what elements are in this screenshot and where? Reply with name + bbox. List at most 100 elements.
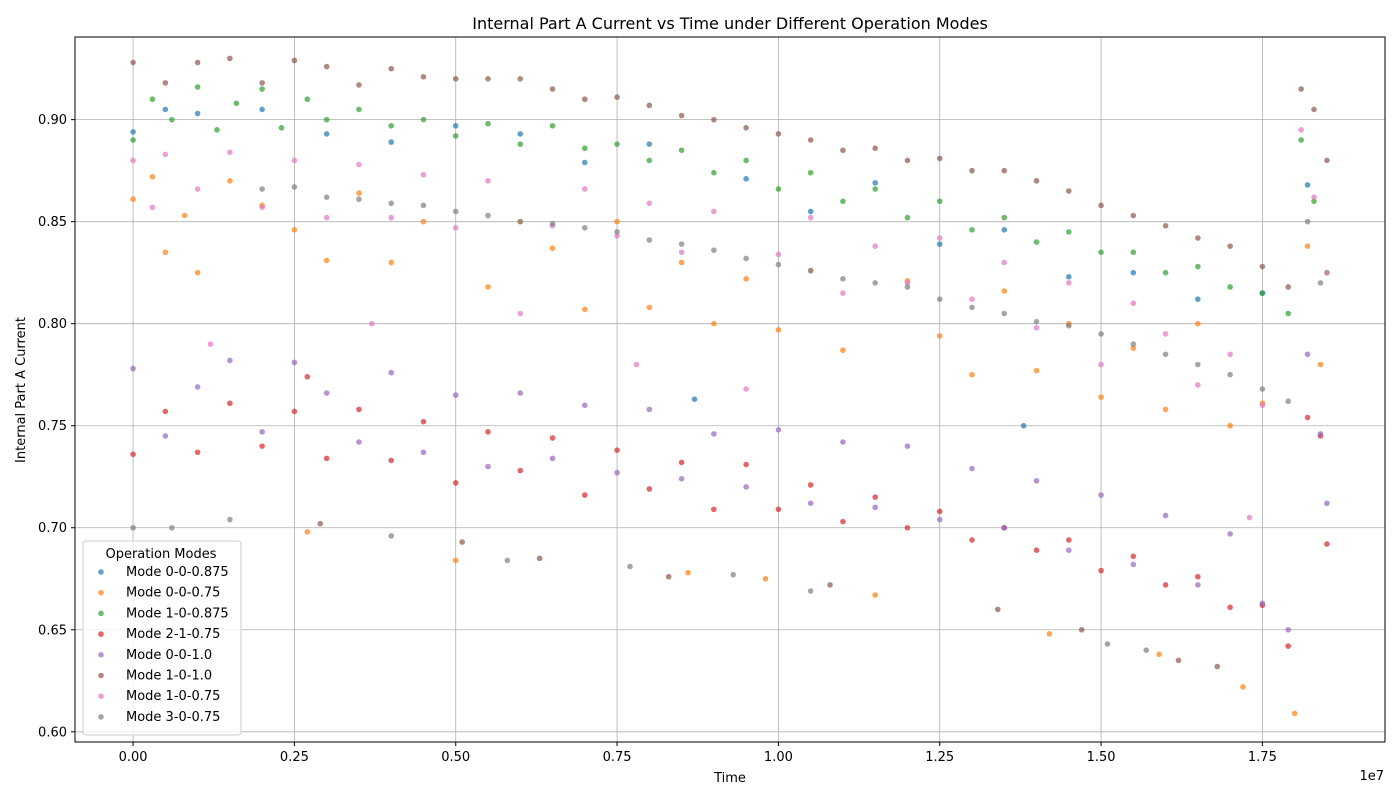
data-point [259,204,265,211]
data-point [582,224,588,231]
data-point [323,257,330,264]
data-point [1130,300,1137,307]
data-point [743,255,749,262]
data-point [743,484,749,490]
legend-marker [98,589,104,596]
data-point [1033,547,1040,553]
data-point [181,212,188,219]
data-point [485,212,491,219]
data-point [936,333,943,339]
data-point [517,218,524,225]
data-point [1285,310,1292,317]
legend-marker [98,569,104,575]
data-point [743,157,749,164]
data-point [1285,398,1292,405]
data-point [582,492,588,498]
data-point [1304,182,1311,188]
data-point [549,455,556,462]
data-point [388,259,395,266]
data-point [1324,157,1330,164]
data-point [227,357,233,364]
data-point [1311,194,1317,200]
data-point [711,431,717,437]
data-point [536,555,543,562]
legend-label: Mode 0-0-0.75 [126,586,220,601]
data-point [162,408,169,415]
data-point [517,131,524,137]
data-point [678,112,685,119]
data-point [969,304,975,311]
legend-entries: Mode 0-0-0.875 Mode 0-0-0.75 Mode 1-0-0.87… [98,565,229,725]
data-point [227,400,233,407]
legend-label: Mode 2-1-0.75 [126,627,220,642]
data-point [130,157,136,164]
data-point [168,116,175,123]
data-point [452,133,459,139]
data-point [840,276,846,282]
data-point [1162,269,1169,276]
data-point [775,427,782,433]
data-point [1259,402,1266,409]
y-axis-label: Internal Part A Current [14,317,29,463]
data-point [904,284,911,290]
data-point [678,459,685,466]
data-point [904,280,911,286]
data-point [775,131,782,137]
data-point [872,186,878,192]
data-point [614,233,620,239]
data-point [459,539,465,545]
data-point [1065,229,1072,235]
data-point [1324,269,1330,276]
data-point [420,73,427,80]
data-point [840,518,846,525]
data-point [1065,322,1072,329]
data-point [1033,239,1040,245]
data-point [1227,604,1233,611]
data-point [1033,367,1040,374]
data-point [582,145,588,152]
data-point [627,563,633,570]
data-point [1175,657,1182,664]
data-point [775,186,782,192]
data-point [1033,324,1040,331]
data-point [452,392,459,398]
data-point [678,147,685,154]
data-point [807,588,814,594]
data-point [194,269,201,276]
data-point [711,506,717,513]
data-point [711,116,717,123]
data-point [452,224,459,231]
x-tick-label: 1.50 [1087,750,1116,765]
data-point [1259,386,1266,392]
data-point [646,157,653,164]
data-point [304,373,311,380]
data-point [1304,351,1311,358]
data-point [420,171,427,178]
data-point [388,369,395,376]
legend-label: Mode 0-0-0.875 [126,565,229,580]
data-point [1104,641,1111,647]
data-point [485,120,491,127]
data-point [517,76,524,82]
data-point [827,582,833,588]
data-point [485,463,491,470]
data-point [388,457,395,464]
data-point [1001,227,1008,233]
data-point [388,139,395,145]
data-point [646,141,653,147]
data-point [665,573,672,580]
data-point [969,227,975,233]
data-point [420,116,427,123]
data-point [904,524,911,531]
data-point [775,506,782,513]
legend-marker [98,714,104,720]
data-point [485,178,491,184]
data-point [388,533,395,539]
data-point [1195,235,1201,241]
legend-marker [98,693,104,699]
data-point [936,235,943,241]
legend-box [82,540,242,736]
legend-marker [98,610,104,617]
data-point [936,241,943,247]
data-point [162,80,169,86]
